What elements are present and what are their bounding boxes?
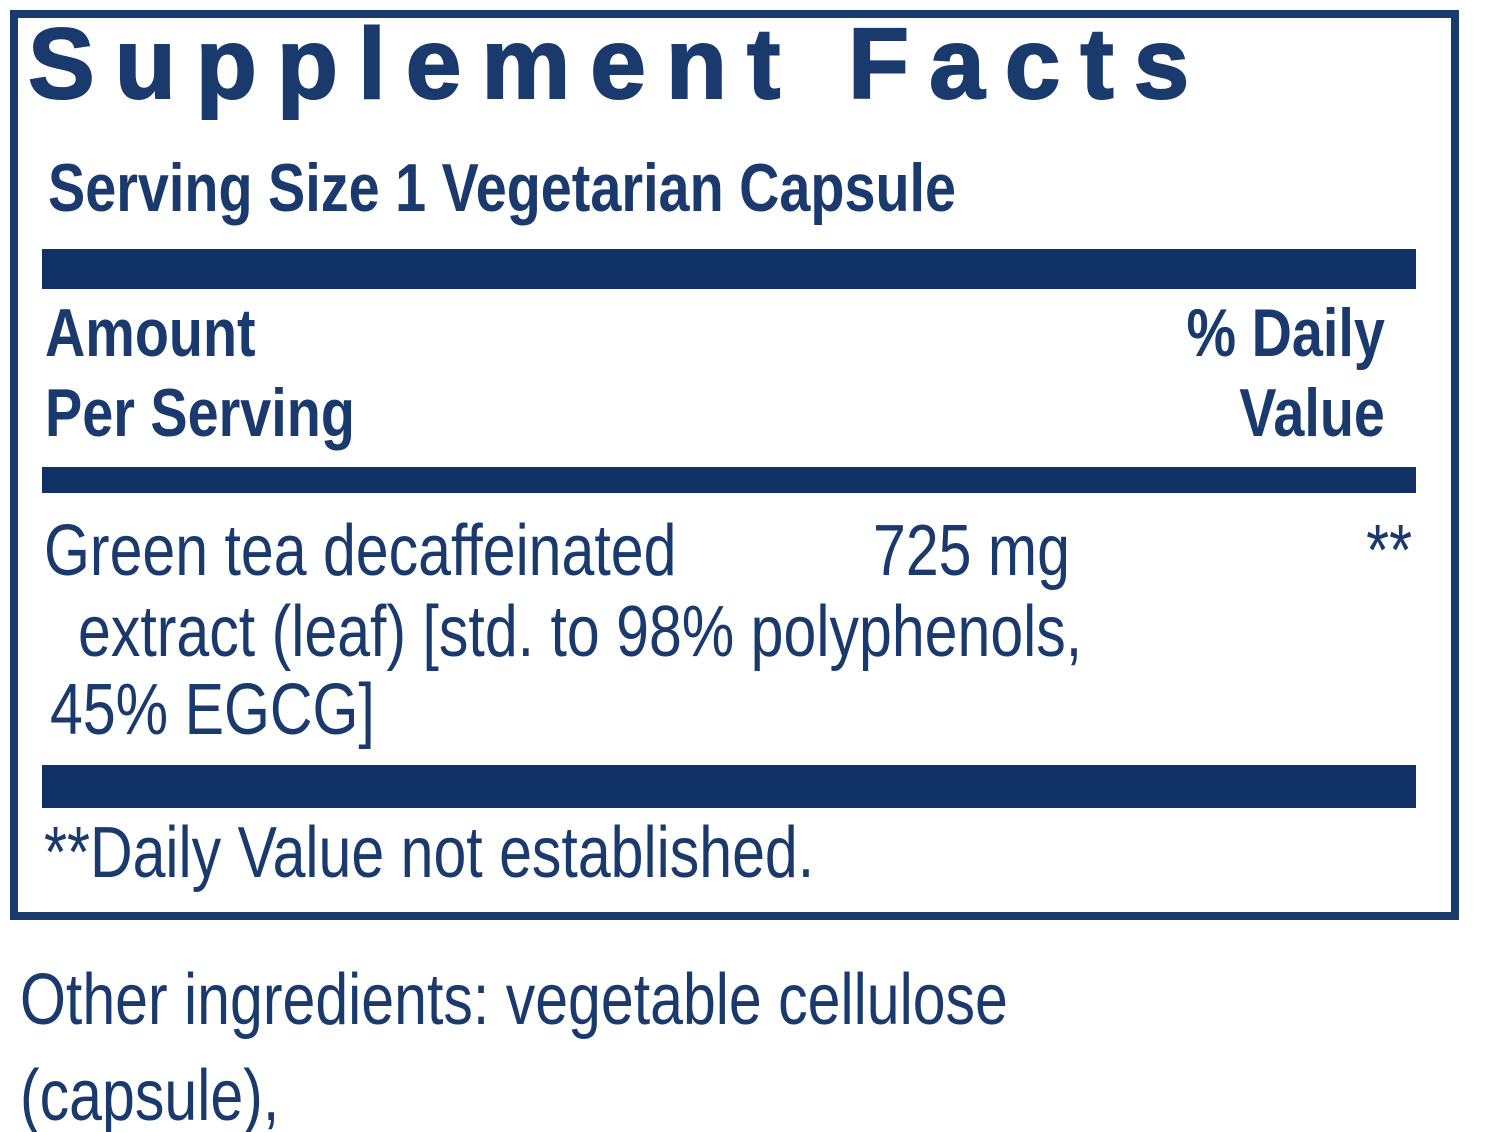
ingredient-name-line2: extract (leaf) [std. to 98% polyphenols, — [78, 592, 1083, 672]
amount-header-line1: Amount — [45, 295, 256, 371]
header-rule — [42, 467, 1416, 493]
other-ingredients-text: Other ingredients: vegetable cellulose (… — [20, 960, 1008, 1132]
daily-value-footnote: **Daily Value not established. — [44, 813, 815, 893]
amount-per-serving-header: Amount Per Serving — [45, 293, 355, 453]
ingredient-amount: 725 mg — [873, 511, 1070, 591]
thick-rule-top — [42, 249, 1416, 289]
serving-size-text: Serving Size 1 Vegetarian Capsule — [48, 150, 957, 226]
thick-rule-bottom — [42, 765, 1416, 808]
dv-header-line1: % Daily — [1186, 295, 1385, 371]
amount-header-line2: Per Serving — [45, 375, 355, 451]
ingredient-name-line3: 45% EGCG] — [50, 670, 375, 750]
ingredient-daily-value: ** — [1366, 511, 1412, 591]
supplement-facts-panel: Supplement Facts Serving Size 1 Vegetari… — [10, 10, 1459, 920]
daily-value-header: % Daily Value — [1187, 293, 1385, 453]
panel-title: Supplement Facts — [27, 8, 1210, 120]
ingredient-name-line1: Green tea decaffeinated — [44, 511, 677, 591]
dv-header-line2: Value — [1239, 375, 1385, 451]
